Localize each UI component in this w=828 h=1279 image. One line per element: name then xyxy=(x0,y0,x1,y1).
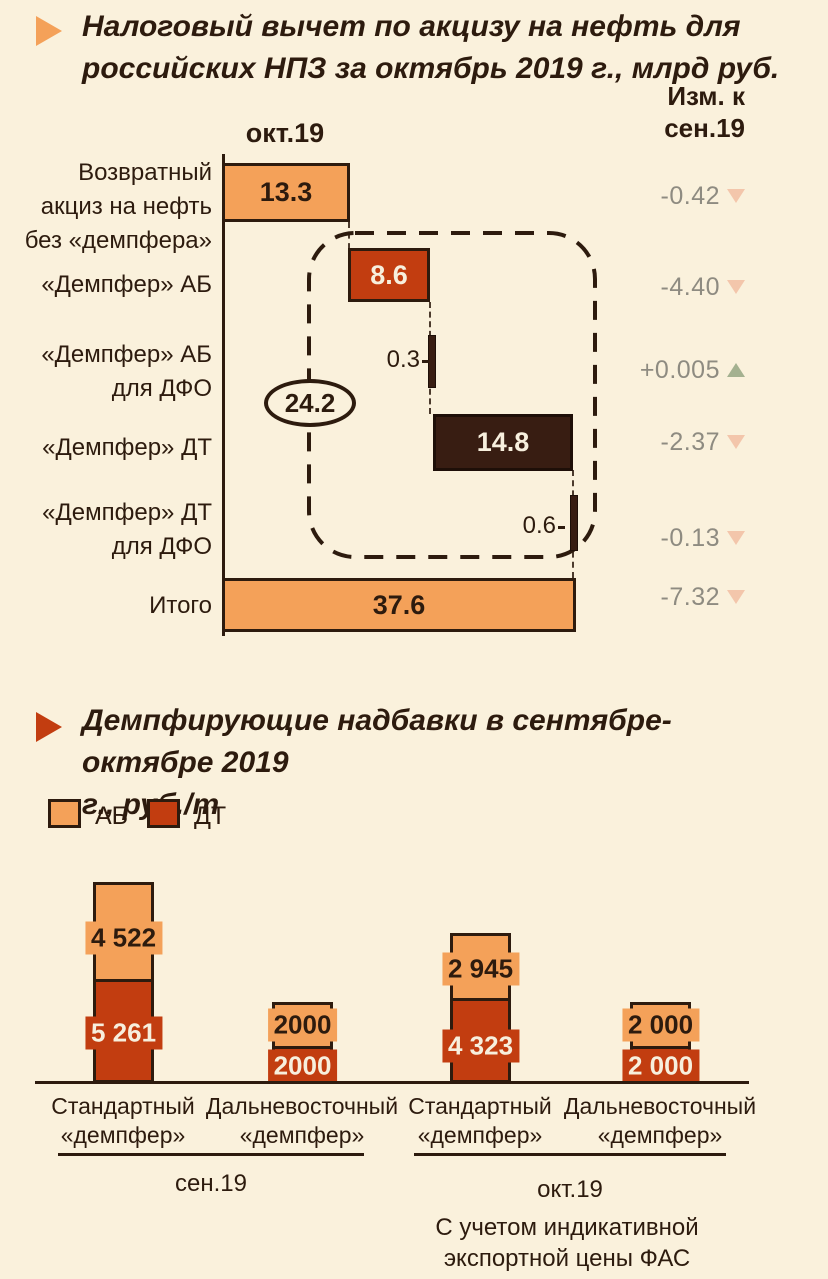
change-value: +0.005 xyxy=(639,355,720,384)
change-value: -7.32 xyxy=(660,582,720,611)
bar-value: 8.6 xyxy=(370,259,408,290)
group-rule-oct xyxy=(414,1153,726,1156)
stacked-bar-sep-fareast: 2000 2000 xyxy=(267,1002,338,1083)
change-value: -0.42 xyxy=(660,181,720,210)
stacked-bar-sep-standard: 4 522 5 261 xyxy=(84,882,163,1083)
legend-label-dt: ДТ xyxy=(194,802,227,830)
chart1-title-line: российских НПЗ за октябрь 2019 г., млрд … xyxy=(82,52,780,85)
row-label-line: Возвратный xyxy=(78,159,212,186)
bar-return-excise: 13.3 xyxy=(222,163,350,222)
subtotal-oval: 24.2 xyxy=(264,379,356,427)
period-header: окт.19 xyxy=(245,118,325,148)
change-value: -0.13 xyxy=(660,523,720,552)
decrease-icon xyxy=(727,189,745,203)
change-row: +0.005 xyxy=(595,355,745,385)
chart2-title-line: г., руб./т xyxy=(82,788,219,821)
increase-icon xyxy=(727,363,745,377)
change-row: -0.42 xyxy=(595,181,745,211)
change-row: -7.32 xyxy=(595,582,745,612)
change-header-line: Изм. к xyxy=(667,81,745,111)
row-label-total: Итого xyxy=(149,592,212,619)
segment-value-dt: 4 323 xyxy=(441,1029,520,1063)
chart2-title: Демпфирующие надбавки в сентябре-октябре… xyxy=(82,700,788,826)
category-line: Дальневосточный xyxy=(563,1093,757,1119)
bar-damper-ab-dfo xyxy=(428,335,436,388)
chart2-footnote: С учетом индикативной экспортной цены ФА… xyxy=(387,1212,747,1274)
bar-damper-dt: 14.8 xyxy=(433,414,573,471)
category-line: Стандартный xyxy=(408,1093,552,1119)
chart1-title-line: Налоговый вычет по акцизу на нефть для xyxy=(82,10,741,43)
bar-value: 14.8 xyxy=(476,427,530,457)
bar-total: 37.6 xyxy=(222,578,576,632)
segment-value-dt: 2 000 xyxy=(621,1049,700,1083)
change-header-line: сен.19 xyxy=(664,113,745,143)
segment-value-ab: 4 522 xyxy=(84,921,163,955)
change-row: -2.37 xyxy=(595,427,745,457)
decrease-icon xyxy=(727,280,745,294)
row-label-damper-ab: «Демпфер» АБ xyxy=(41,271,212,298)
row-label-line: для ДФО xyxy=(111,375,212,402)
group-period-sep: сен.19 xyxy=(175,1170,247,1197)
category-line: «демпфер» xyxy=(417,1122,543,1148)
chart1-title: Налоговый вычет по акцизу на нефть для р… xyxy=(82,6,788,90)
row-label-line: «Демпфер» АБ xyxy=(41,341,212,368)
x-axis-line xyxy=(35,1081,749,1084)
category-label: Дальневосточный «демпфер» xyxy=(202,1092,402,1150)
change-row: -0.13 xyxy=(595,523,745,553)
category-line: Стандартный xyxy=(51,1093,195,1119)
stacked-bar-oct-fareast: 2 000 2 000 xyxy=(621,1002,700,1083)
legend-swatch-dt xyxy=(147,799,180,828)
segment-value-dt: 5 261 xyxy=(84,1016,163,1050)
section2-bullet-icon xyxy=(36,712,62,742)
group-period-oct: окт.19 xyxy=(537,1176,603,1203)
row-label-line: «Демпфер» ДТ xyxy=(42,499,212,526)
legend-label-ab: АБ xyxy=(95,802,129,830)
change-row: -4.40 xyxy=(595,272,745,302)
decrease-icon xyxy=(727,435,745,449)
bar-value-dt-dfo: 0.6 xyxy=(522,512,556,539)
change-column-header: Изм. к сен.19 xyxy=(585,80,745,144)
row-label-line: акциз на нефть xyxy=(40,193,212,220)
section1-bullet-icon xyxy=(36,16,62,46)
row-label-damper-dt-dfo: «Демпфер» ДТ для ДФО xyxy=(0,496,212,564)
category-line: Дальневосточный xyxy=(205,1093,399,1119)
bar-value-ab-dfo: 0.3 xyxy=(386,346,420,373)
segment-value-dt: 2000 xyxy=(267,1049,338,1083)
legend-swatch-ab xyxy=(48,799,81,828)
category-line: «демпфер» xyxy=(239,1122,365,1148)
row-label-line: без «демпфера» xyxy=(24,227,212,254)
bar-damper-dt-dfo xyxy=(570,495,578,551)
row-label-return-excise: Возвратный акциз на нефть без «демпфера» xyxy=(0,156,212,258)
chart2-title-line: Демпфирующие надбавки в сентябре-октябре… xyxy=(82,704,672,779)
value-tick xyxy=(558,526,565,529)
footnote-line: экспортной цены ФАС xyxy=(443,1245,691,1272)
change-value: -2.37 xyxy=(660,427,720,456)
bar-value: 13.3 xyxy=(259,177,313,207)
row-label-damper-dt: «Демпфер» ДТ xyxy=(42,434,212,461)
row-label-line: для ДФО xyxy=(111,533,212,560)
segment-value-ab: 2 945 xyxy=(441,952,520,986)
category-line: «демпфер» xyxy=(60,1122,186,1148)
segment-value-ab: 2000 xyxy=(267,1008,338,1042)
bar-value: 37.6 xyxy=(372,589,426,620)
change-value: -4.40 xyxy=(660,272,720,301)
axis-line xyxy=(222,154,225,636)
segment-value-ab: 2 000 xyxy=(621,1008,700,1042)
group-rule-sep xyxy=(58,1153,364,1156)
category-label: Дальневосточный «демпфер» xyxy=(560,1092,760,1150)
value-tick xyxy=(422,360,429,363)
dampers-group-outline xyxy=(307,231,597,559)
decrease-icon xyxy=(727,531,745,545)
category-line: «демпфер» xyxy=(597,1122,723,1148)
category-label: Стандартный «демпфер» xyxy=(380,1092,580,1150)
row-label-damper-ab-dfo: «Демпфер» АБ для ДФО xyxy=(0,338,212,406)
category-label: Стандартный «демпфер» xyxy=(23,1092,223,1150)
footnote-line: С учетом индикативной xyxy=(435,1214,699,1241)
decrease-icon xyxy=(727,590,745,604)
stacked-bar-oct-standard: 2 945 4 323 xyxy=(441,933,520,1083)
bar-damper-ab: 8.6 xyxy=(348,248,430,302)
